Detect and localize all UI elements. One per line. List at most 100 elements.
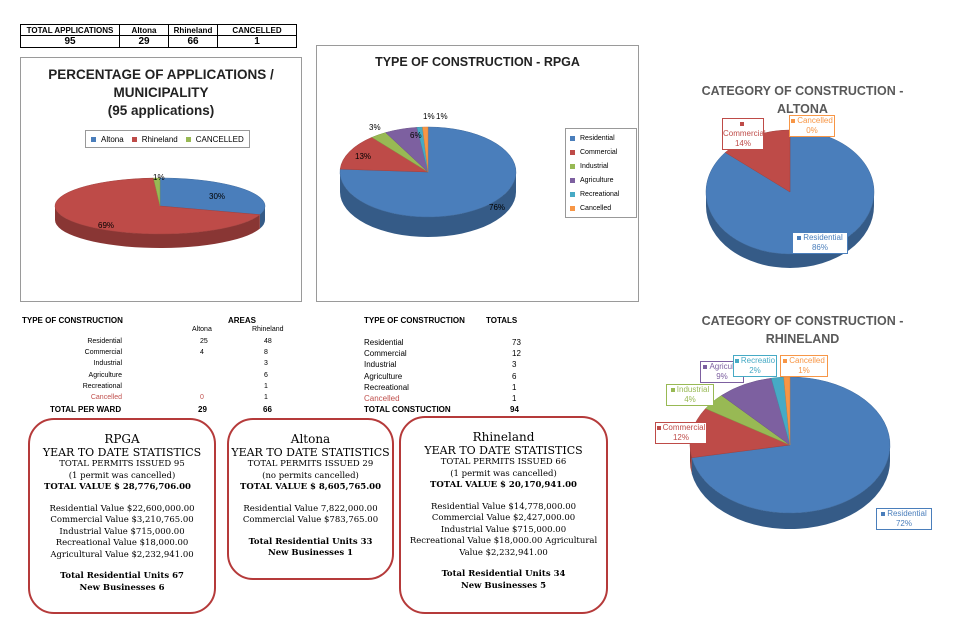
pie-data-label: 1% [153, 173, 165, 182]
callout-label: Residential [803, 233, 843, 242]
areas-row-rhineland: 8 [264, 349, 268, 357]
chart-title-line: CATEGORY OF CONSTRUCTION - [701, 84, 904, 98]
areas-total-rhineland: 66 [263, 405, 272, 414]
areas-row-label: Agriculture [88, 371, 122, 379]
stats-line: Commercial Value $3,210,765.00 [50, 515, 194, 525]
legend-label: Recreational [580, 190, 620, 198]
altona-callout-commercial: Commercial 14% [722, 118, 766, 150]
pie-slice-altona [159, 177, 266, 215]
altona-chart-title: CATEGORY OF CONSTRUCTION - ALTONA [680, 82, 925, 118]
stats-line: Residential Value 7,822,000.00 [243, 503, 378, 514]
pie-data-label: 69% [98, 221, 115, 230]
altona-callout-residential: Residential 86% [792, 232, 848, 254]
pie-data-label: 1% [436, 112, 448, 121]
areas-row-label: Commercial [84, 349, 122, 357]
legend-swatch [570, 191, 575, 197]
chart-title-line: ALTONA [777, 102, 828, 116]
totals-col-type: TYPE OF CONSTRUCTION [364, 316, 465, 325]
areas-total-altona: 29 [198, 405, 207, 414]
legend-item: Industrial [570, 159, 630, 173]
callout-swatch [656, 426, 661, 430]
callout-value: 4% [684, 395, 696, 404]
rhineland-callout-recreational: Recreatio 2% [733, 355, 777, 377]
stats-businesses: New Businesses 5 [460, 580, 547, 591]
stats-cancel-note: (1 permit was cancelled) [68, 470, 176, 481]
stats-total-value: TOTAL VALUE $ 28,776,706.00 [44, 482, 191, 492]
totals-row-value: 3 [512, 360, 517, 370]
areas-row-rhineland: 1 [264, 382, 268, 390]
callout-label: Commercial [723, 129, 766, 138]
callout-value: 72% [895, 519, 912, 528]
areas-row-label: Recreational [82, 382, 122, 390]
callout-value: 1% [798, 366, 810, 375]
legend-item: Residential [570, 131, 630, 145]
rpga-pie [339, 126, 517, 237]
stats-permits: TOTAL PERMITS ISSUED 66 [440, 457, 567, 467]
stats-subtitle: YEAR TO DATE STATISTICS [42, 446, 202, 459]
areas-row-rhineland: 6 [264, 371, 268, 379]
totals-row-value: 73 [512, 338, 521, 347]
legend-label: Rhineland [141, 134, 178, 144]
legend-swatch [185, 136, 191, 142]
legend-swatch [570, 205, 575, 211]
totals-row-label: Residential [364, 338, 404, 347]
totals-row-value: 1 [512, 394, 517, 403]
areas-row-altona: 25 [200, 338, 208, 345]
totals-total-label: TOTAL CONSTUCTION [364, 405, 451, 414]
pie-data-label: 1% [423, 112, 435, 121]
callout-label: Agricultu [709, 362, 741, 371]
legend-item: CANCELLED [185, 132, 244, 146]
summary-header: TOTAL APPLICATIONS [20, 24, 120, 36]
callout-label: Commercial [662, 423, 706, 432]
legend-swatch [570, 163, 575, 169]
callout-swatch [703, 365, 708, 369]
callout-swatch [791, 119, 796, 123]
stats-units: Total Residential Units 34 [441, 569, 566, 579]
summary-value: 95 [20, 35, 120, 48]
areas-total-label: TOTAL PER WARD [50, 405, 122, 414]
callout-swatch [734, 359, 739, 363]
altona-pie [705, 129, 875, 268]
totals-row-label: Agriculture [364, 371, 403, 381]
areas-row-altona: 0 [200, 394, 204, 401]
municipality-legend: Altona Rhineland CANCELLED [85, 130, 250, 148]
legend-swatch [570, 135, 575, 141]
areas-row-rhineland: 3 [264, 360, 268, 368]
legend-label: Cancelled [580, 204, 612, 212]
pie-data-label: 3% [369, 123, 381, 132]
areas-row-altona: 4 [200, 349, 204, 357]
rhineland-callout-commercial: Commercial 12% [655, 422, 707, 444]
totals-row-label: Cancelled [364, 394, 400, 403]
callout-label: Cancelled [789, 356, 825, 365]
callout-value: 86% [811, 243, 828, 252]
legend-label: Agriculture [580, 176, 614, 184]
rpga-legend: Residential Commercial Industrial Agricu… [565, 128, 637, 218]
areas-col-rhineland: Rhineland [252, 326, 284, 333]
areas-row-label: Industrial [93, 360, 122, 368]
pie-slice-side [340, 172, 516, 237]
stats-cancel-note: (1 permit was cancelled) [450, 468, 557, 479]
stats-cancel-note: (no permits cancelled) [262, 470, 359, 481]
chart-title-line: MUNICIPALITY [113, 85, 209, 100]
legend-label: Commercial [580, 148, 618, 156]
legend-item: Commercial [570, 145, 630, 159]
municipality-chart-title: PERCENTAGE OF APPLICATIONS / MUNICIPALIT… [21, 66, 301, 120]
stats-line: Recreational Value $18,000.00 [55, 538, 189, 548]
stats-line: Recreational Value $18,000.00 Agricultur… [409, 536, 598, 546]
summary-header: Altona [119, 24, 169, 36]
stats-subtitle: YEAR TO DATE STATISTICS [231, 446, 390, 459]
pie-data-label: 76% [489, 203, 506, 212]
stats-title: Rhineland [472, 430, 535, 444]
areas-table: TYPE OF CONSTRUCTION AREAS Altona Rhinel… [22, 316, 322, 416]
callout-value: 12% [672, 433, 689, 442]
areas-row-label: Residential [87, 338, 122, 345]
pie-slice-side [259, 206, 265, 229]
callout-label: Residential [887, 509, 927, 518]
callout-value: 2% [749, 366, 761, 375]
pie-slice-side [55, 206, 260, 249]
callout-label: Recreatio [740, 356, 776, 365]
pie-data-label: 13% [355, 152, 372, 161]
totals-total-value: 94 [510, 405, 519, 414]
summary-value: 66 [168, 35, 218, 48]
rhineland-chart-title: CATEGORY OF CONSTRUCTION - RHINELAND [680, 312, 925, 348]
